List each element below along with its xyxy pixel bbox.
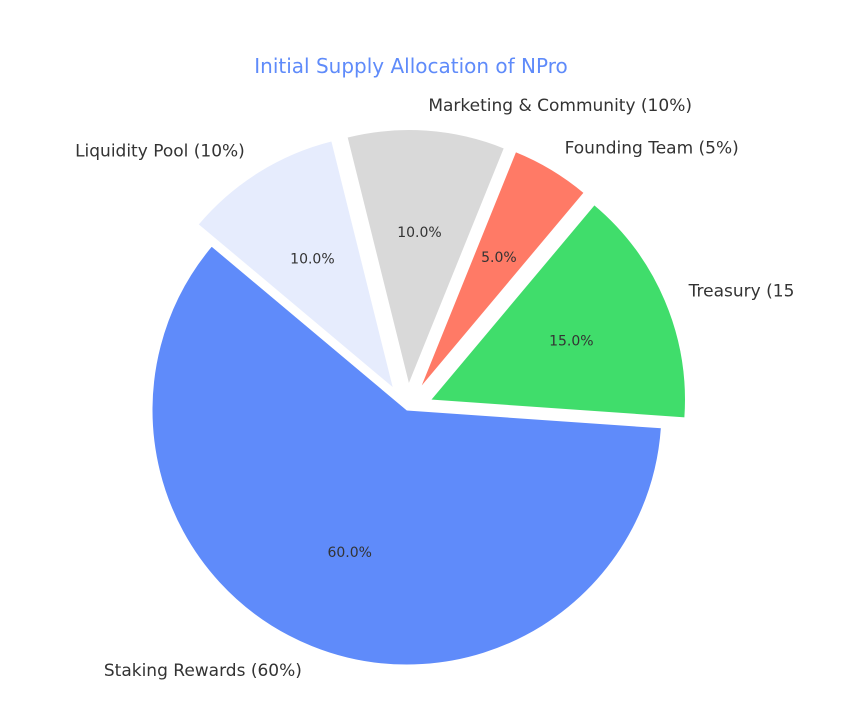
slice-percent-label: 5.0% — [481, 250, 517, 266]
slice-percent-label: 15.0% — [549, 333, 593, 349]
slice-category-label: Staking Rewards (60%) — [104, 661, 302, 681]
pie-slice — [429, 203, 686, 419]
pie-slice — [151, 245, 662, 666]
pie-slice — [419, 151, 585, 389]
pie-percent-labels: 60.0% 15.0% 5.0% 10.0% 10.0% — [290, 225, 593, 561]
slice-category-label: Liquidity Pool (10%) — [75, 142, 245, 162]
slice-category-label: Treasury (15%) — [688, 281, 818, 301]
slice-percent-label: 10.0% — [290, 252, 334, 268]
chart-title: Initial Supply Allocation of NPro — [254, 54, 568, 78]
slice-category-label: Marketing & Community (10%) — [428, 96, 692, 116]
slice-category-label: Founding Team (5%) — [565, 139, 739, 159]
slice-percent-label: 60.0% — [327, 545, 371, 561]
pie-slice — [197, 140, 395, 390]
pie-slice — [346, 129, 505, 387]
pie-outer-labels: Staking Rewards (60%) Treasury (15%) Found… — [75, 96, 818, 681]
slice-percent-label: 10.0% — [397, 225, 441, 241]
pie-slices — [151, 129, 686, 666]
